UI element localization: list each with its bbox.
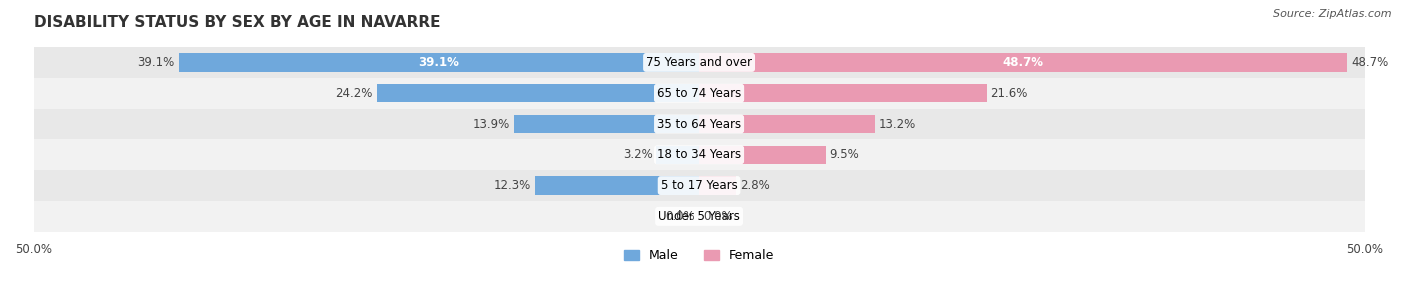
Text: 2.8%: 2.8% — [741, 179, 770, 192]
Bar — [699, 53, 1347, 72]
Legend: Male, Female: Male, Female — [619, 244, 779, 267]
Text: Under 5 Years: Under 5 Years — [658, 210, 740, 223]
Bar — [34, 109, 1365, 140]
Bar — [515, 115, 699, 133]
Text: 9.5%: 9.5% — [830, 148, 859, 161]
Bar — [34, 140, 1365, 170]
Text: 5 to 17 Years: 5 to 17 Years — [661, 179, 738, 192]
Text: 3.2%: 3.2% — [623, 148, 652, 161]
Bar — [699, 115, 875, 133]
Bar — [34, 170, 1365, 201]
Bar — [699, 84, 987, 102]
Bar — [536, 176, 699, 195]
Bar — [377, 84, 699, 102]
Text: 0.0%: 0.0% — [665, 210, 695, 223]
Text: 39.1%: 39.1% — [419, 56, 460, 69]
Text: 12.3%: 12.3% — [494, 179, 531, 192]
Bar — [179, 53, 699, 72]
Bar — [34, 47, 1365, 78]
Bar — [34, 201, 1365, 232]
Bar — [657, 146, 699, 164]
Text: 35 to 64 Years: 35 to 64 Years — [657, 118, 741, 130]
Text: 13.2%: 13.2% — [879, 118, 917, 130]
Text: 18 to 34 Years: 18 to 34 Years — [657, 148, 741, 161]
Bar — [34, 78, 1365, 109]
Text: DISABILITY STATUS BY SEX BY AGE IN NAVARRE: DISABILITY STATUS BY SEX BY AGE IN NAVAR… — [34, 15, 440, 30]
Text: 0.0%: 0.0% — [703, 210, 733, 223]
Text: 65 to 74 Years: 65 to 74 Years — [657, 87, 741, 100]
Text: 75 Years and over: 75 Years and over — [647, 56, 752, 69]
Text: 13.9%: 13.9% — [472, 118, 510, 130]
Text: 24.2%: 24.2% — [336, 87, 373, 100]
Bar — [699, 146, 825, 164]
Text: 21.6%: 21.6% — [991, 87, 1028, 100]
Text: 48.7%: 48.7% — [1002, 56, 1043, 69]
Text: 48.7%: 48.7% — [1351, 56, 1389, 69]
Text: 39.1%: 39.1% — [138, 56, 174, 69]
Bar — [699, 176, 737, 195]
Text: Source: ZipAtlas.com: Source: ZipAtlas.com — [1274, 9, 1392, 19]
